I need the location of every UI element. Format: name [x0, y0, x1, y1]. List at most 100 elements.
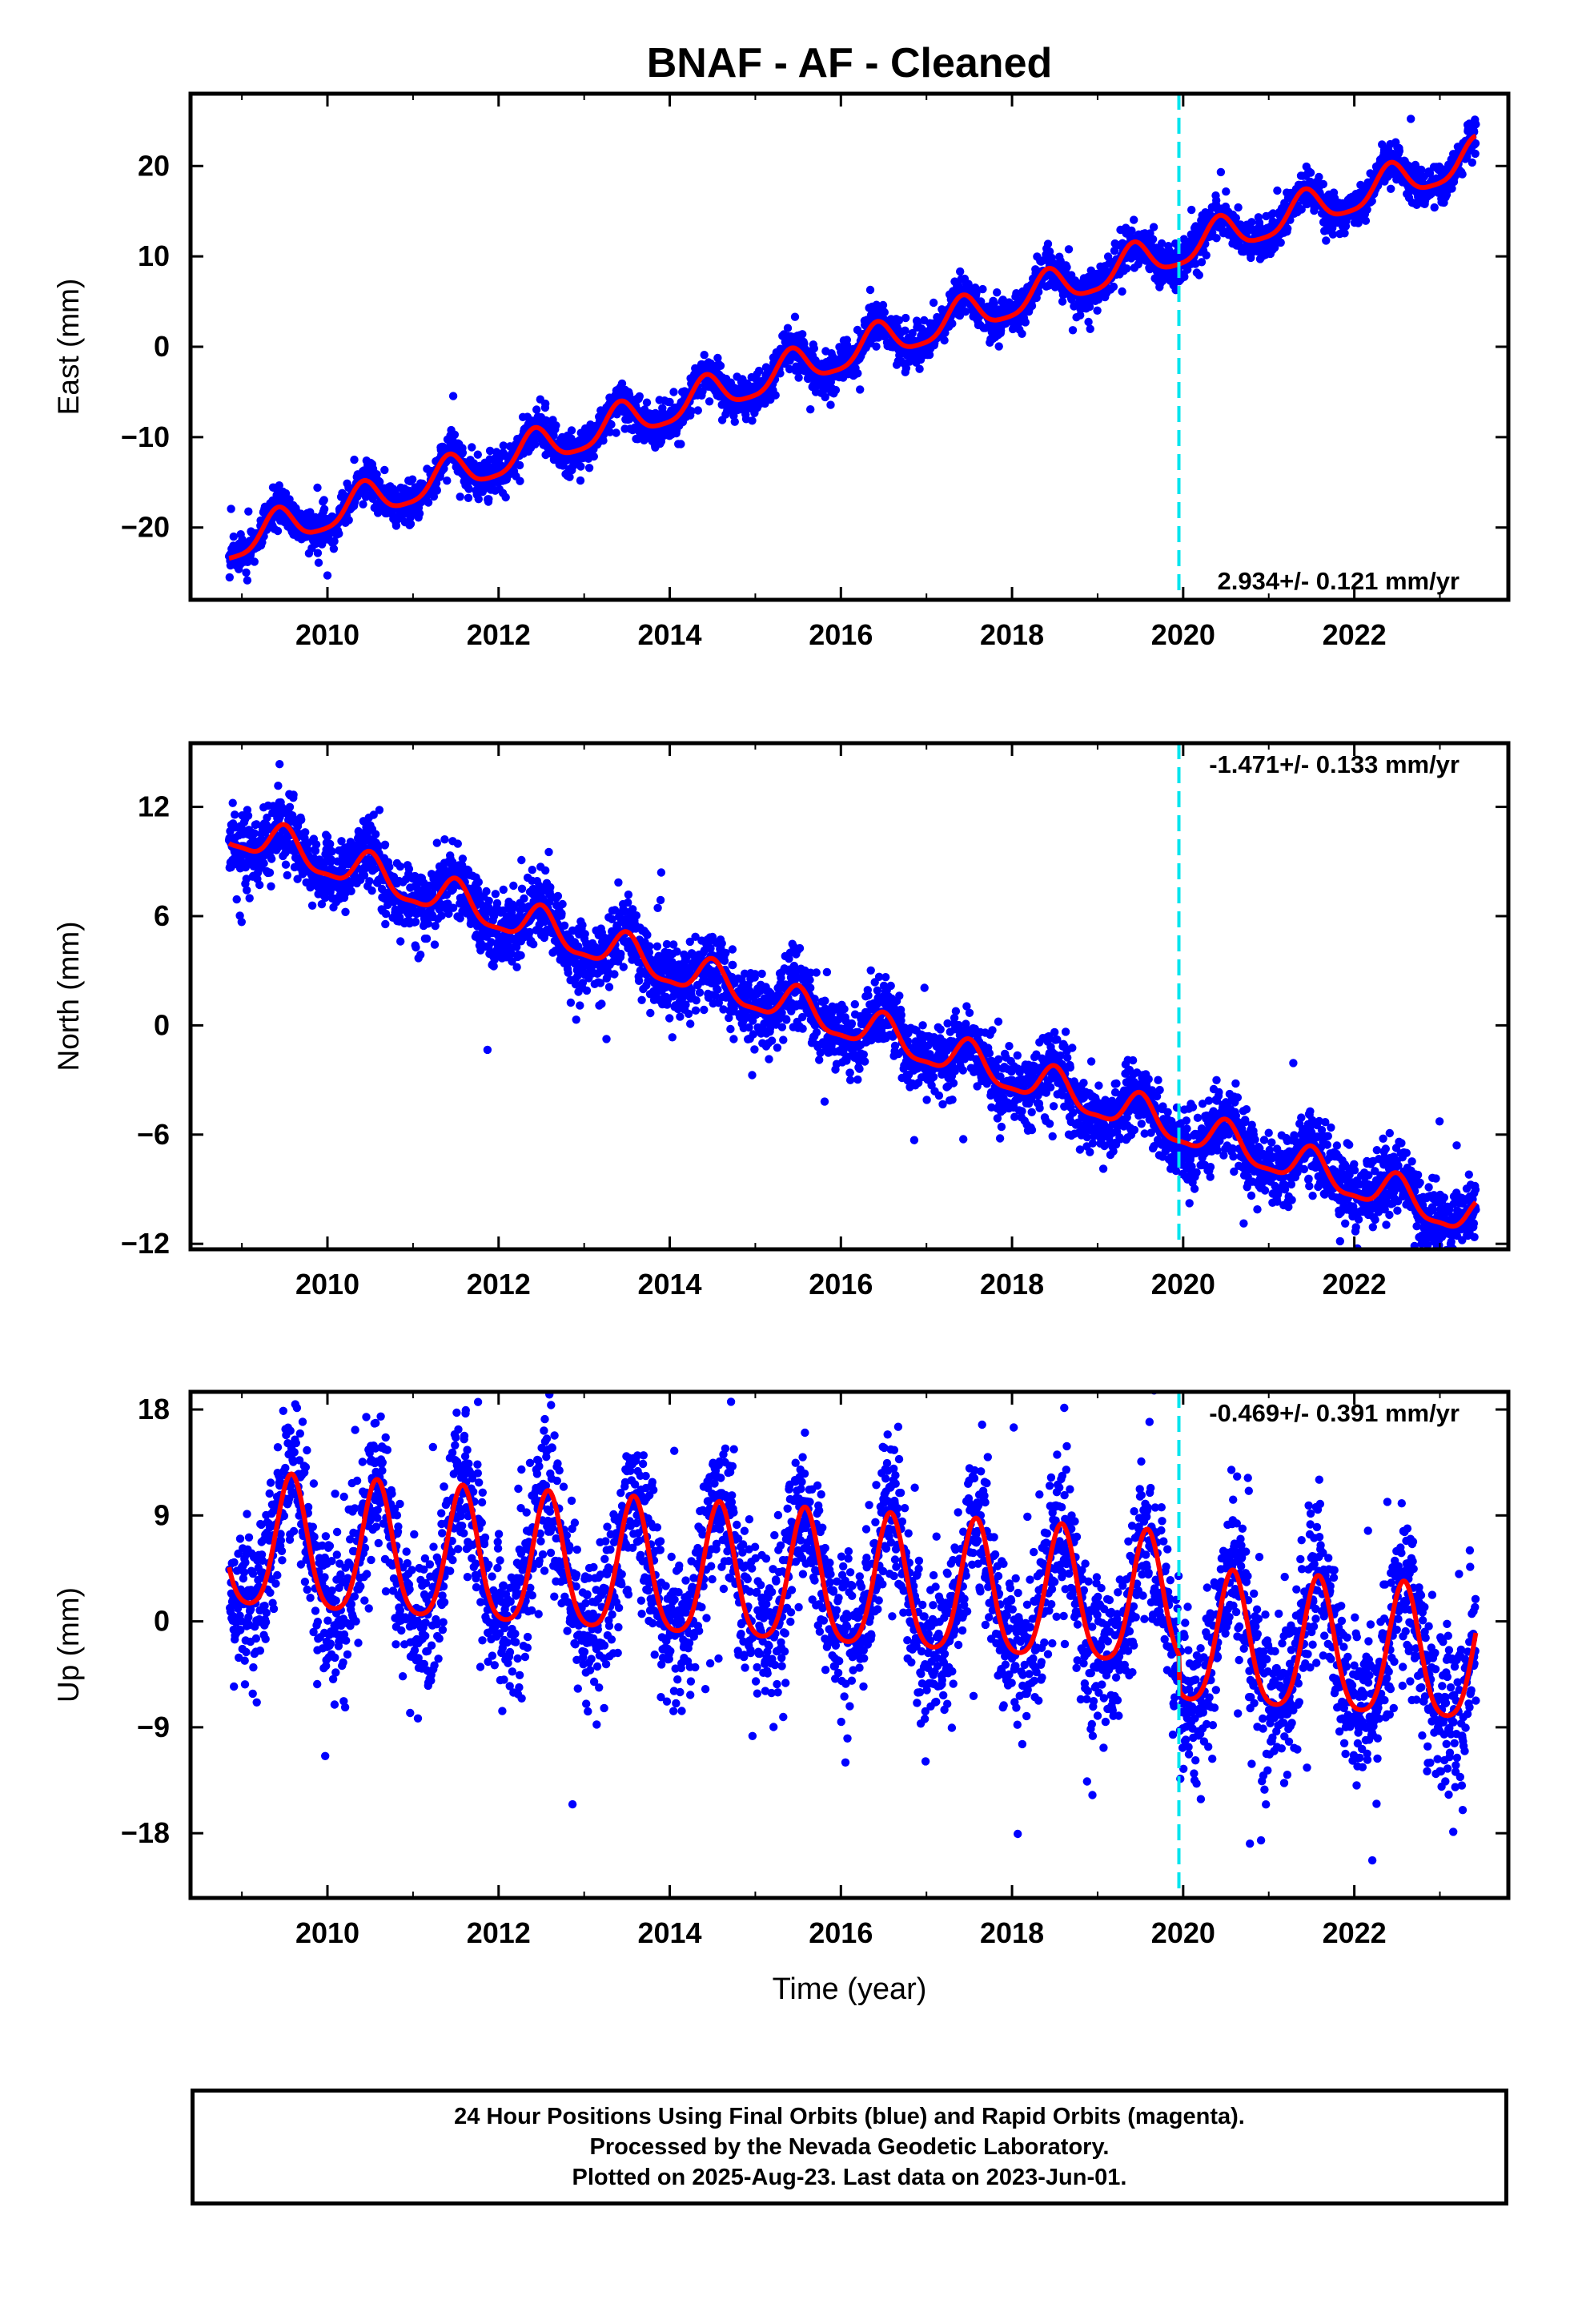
east-point	[698, 387, 707, 396]
north-point	[341, 907, 350, 917]
east-point	[901, 313, 910, 323]
east-point	[375, 477, 384, 486]
east-point	[948, 319, 957, 328]
north-point	[274, 782, 283, 790]
east-point	[350, 455, 359, 464]
east-point	[794, 373, 803, 382]
east-point	[1471, 149, 1480, 159]
east-point	[243, 557, 252, 566]
east-point	[380, 465, 389, 475]
east-point	[485, 446, 495, 456]
east-point	[406, 520, 416, 529]
east-point	[865, 285, 875, 295]
east-point	[1084, 317, 1093, 327]
east-data-points	[224, 115, 1480, 585]
east-point	[499, 441, 508, 450]
east-point	[1118, 287, 1126, 296]
east-point	[330, 537, 339, 546]
north-point	[323, 832, 332, 842]
east-point	[229, 532, 238, 541]
east-point	[1122, 264, 1131, 273]
north-point	[297, 815, 306, 824]
east-point	[1234, 203, 1243, 212]
east-point	[798, 330, 807, 339]
east-point	[275, 481, 283, 490]
north-point	[528, 866, 536, 875]
north-point	[267, 882, 275, 891]
north-point	[285, 802, 295, 811]
east-point	[783, 324, 793, 332]
north-point	[245, 894, 254, 903]
north-point	[311, 840, 321, 849]
east-y-tick-label: 10	[138, 239, 170, 272]
east-point	[1216, 167, 1226, 177]
east-point	[335, 529, 343, 538]
east-point	[541, 399, 550, 408]
east-point	[242, 568, 251, 577]
east-point	[458, 448, 468, 457]
panel-east: 2010 2012 2014 2016 2018 2020 2022−20−1001020 …	[52, 91, 1511, 651]
east-point	[806, 405, 815, 414]
east-point	[227, 505, 235, 513]
east-point	[281, 489, 291, 498]
east-point	[700, 351, 709, 360]
east-point	[1130, 215, 1138, 224]
east-y-tick-label: 0	[154, 330, 170, 363]
east-point	[1109, 282, 1118, 292]
east-point	[1319, 179, 1328, 189]
east-y-tick-label: 20	[138, 149, 170, 182]
north-point	[381, 919, 390, 929]
east-point	[225, 573, 234, 582]
north-data-points	[224, 760, 1480, 1249]
north-point	[371, 830, 380, 838]
north-point	[520, 894, 528, 903]
north-point	[347, 887, 355, 896]
north-point	[453, 839, 462, 848]
east-point	[1018, 329, 1026, 338]
east-point	[1148, 235, 1158, 243]
north-point	[367, 887, 376, 895]
north-point	[396, 937, 405, 946]
east-point	[1247, 218, 1256, 227]
north-point	[232, 895, 241, 904]
east-point	[1212, 196, 1221, 205]
east-point	[716, 361, 725, 370]
east-point	[605, 428, 614, 436]
east-point	[1468, 158, 1477, 167]
north-point	[512, 963, 521, 971]
east-point	[1458, 170, 1467, 179]
east-point	[831, 385, 841, 395]
north-point	[517, 884, 527, 894]
east-point	[1472, 120, 1480, 129]
east-x-tick-label: 2012	[467, 618, 531, 651]
east-y-tick-label: −20	[121, 511, 170, 544]
figure-title: BNAF - AF - Cleaned	[647, 40, 1053, 86]
east-point	[313, 549, 323, 557]
east-point	[464, 493, 473, 502]
east-point	[915, 364, 924, 373]
north-point	[259, 858, 268, 868]
north-point	[265, 868, 275, 877]
east-x-tick-label: 2020	[1151, 618, 1215, 651]
east-point	[776, 369, 785, 378]
east-point	[940, 336, 949, 345]
east-point	[344, 516, 353, 525]
east-point	[1407, 115, 1415, 123]
north-point	[255, 880, 264, 890]
east-point	[565, 472, 574, 481]
north-point	[529, 939, 538, 949]
north-point	[281, 860, 291, 869]
north-point	[516, 951, 525, 960]
east-point	[1430, 203, 1439, 212]
east-point	[790, 312, 800, 321]
east-point	[771, 391, 780, 400]
east-point	[450, 430, 460, 439]
east-point	[978, 284, 987, 294]
north-point	[404, 864, 414, 874]
east-point	[1195, 271, 1204, 279]
east-point	[872, 342, 881, 351]
east-point	[1197, 258, 1207, 267]
north-point	[458, 854, 468, 863]
east-point	[319, 505, 329, 513]
